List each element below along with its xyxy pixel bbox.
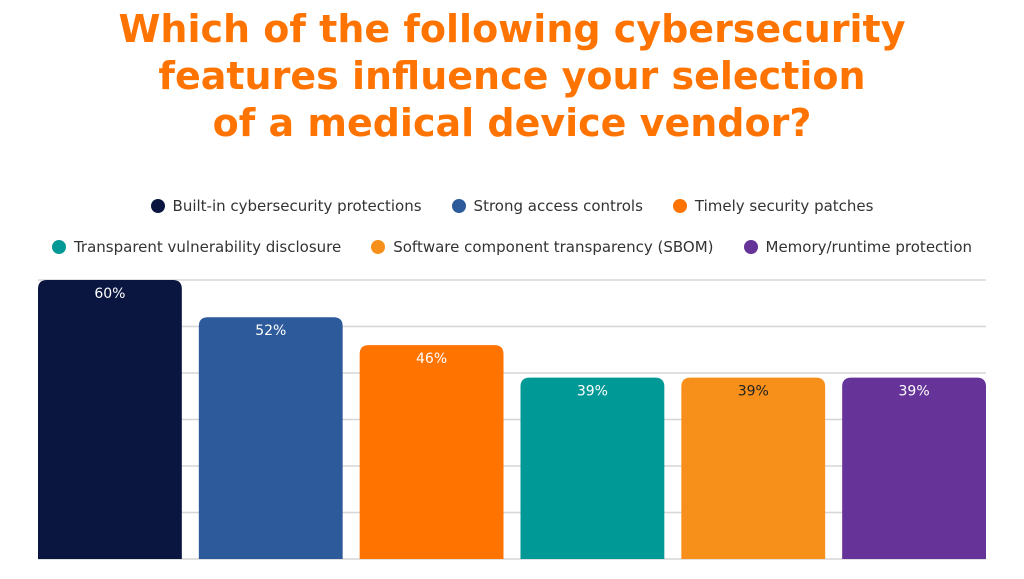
bar (198, 317, 343, 559)
chart-title: Which of the following cybersecurity fea… (0, 6, 1024, 147)
legend-item: Software component transparency (SBOM) (371, 238, 714, 256)
data-label: 39% (577, 384, 608, 400)
legend-item: Built-in cybersecurity protections (150, 197, 422, 215)
bar (520, 377, 665, 559)
bar (38, 280, 182, 559)
legend-item: Strong access controls (451, 197, 643, 215)
legend-row-2: Transparent vulnerability disclosure Sof… (0, 238, 1024, 256)
legend-item: Memory/runtime protection (743, 238, 973, 256)
legend-label: Strong access controls (473, 197, 643, 215)
legend-item: Transparent vulnerability disclosure (51, 238, 342, 256)
bar (359, 345, 504, 559)
data-label: 52% (255, 323, 286, 339)
legend-swatch (672, 199, 687, 213)
legend-swatch (451, 199, 466, 213)
legend-swatch (150, 199, 165, 213)
legend-label: Software component transparency (SBOM) (393, 238, 714, 256)
data-label: 60% (94, 286, 125, 302)
data-label: 46% (416, 351, 447, 367)
bar (681, 377, 826, 559)
title-line: features influence your selection (158, 54, 866, 98)
legend-swatch (743, 240, 758, 254)
legend-label: Transparent vulnerability disclosure (73, 238, 342, 256)
legend-swatch (51, 240, 66, 254)
legend-label: Timely security patches (694, 197, 874, 215)
legend-row-1: Built-in cybersecurity protections Stron… (0, 197, 1024, 215)
legend-item: Timely security patches (672, 197, 874, 215)
bar (842, 377, 986, 559)
data-label: 39% (899, 384, 930, 400)
title-line: of a medical device vendor? (212, 101, 812, 145)
legend-label: Built-in cybersecurity protections (172, 197, 422, 215)
legend-label: Memory/runtime protection (765, 238, 973, 256)
legend-swatch (371, 240, 386, 254)
title-line: Which of the following cybersecurity (118, 7, 906, 51)
data-label: 39% (738, 384, 769, 400)
